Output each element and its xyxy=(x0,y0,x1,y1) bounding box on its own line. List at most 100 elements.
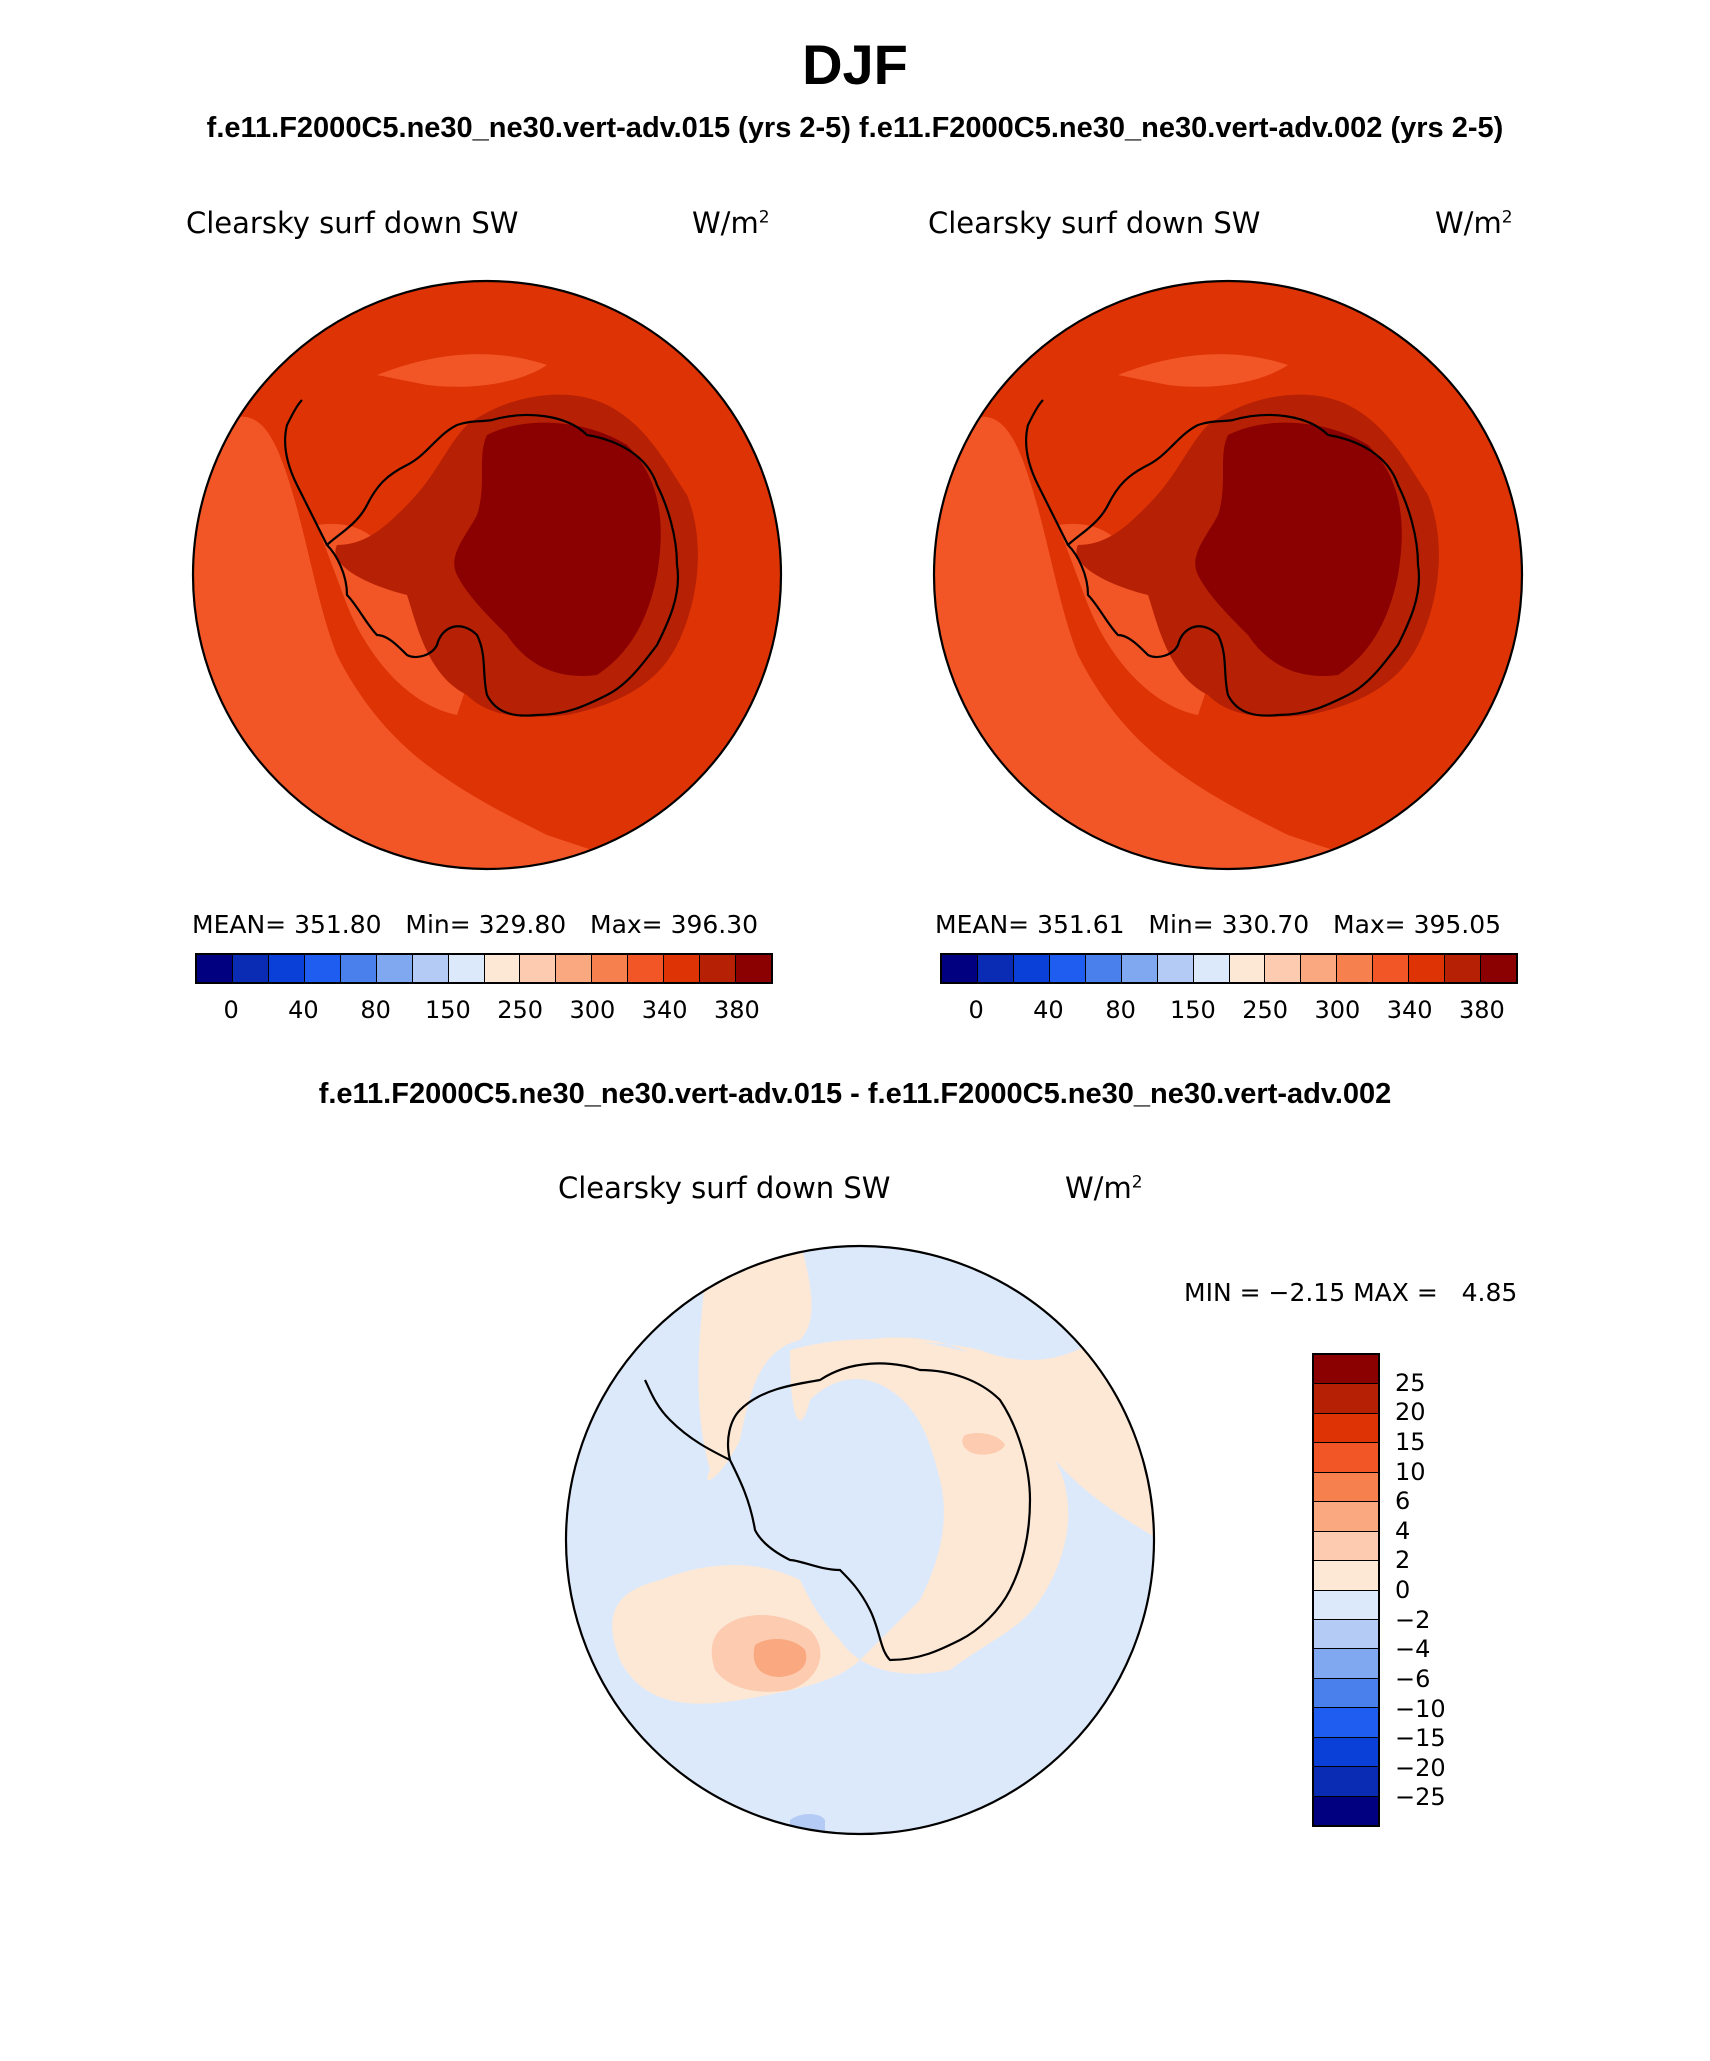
colorbar-tick-label: 250 xyxy=(497,996,544,1024)
antarctica-coastline xyxy=(325,413,680,717)
colorbar-swatch xyxy=(232,955,269,982)
colorbar-swatch xyxy=(1193,955,1230,982)
colorbar-swatch xyxy=(1314,1561,1378,1591)
colorbar-swatch xyxy=(1445,955,1482,982)
colorbar-swatch xyxy=(1337,955,1374,982)
colorbar-swatch xyxy=(1229,955,1266,982)
colorbar-swatch xyxy=(448,955,485,982)
colorbar-tick-label: 40 xyxy=(1033,996,1064,1024)
colorbar-tick-label: −10 xyxy=(1395,1694,1446,1723)
panel1-colorbar-labels: 0 40 80 150 250 300 340 380 xyxy=(195,996,773,1026)
panel1-units: W/m2 xyxy=(692,206,770,240)
colorbar-tick-label: 150 xyxy=(424,996,471,1024)
light-band-north xyxy=(1118,354,1288,387)
colorbar-swatch xyxy=(304,955,341,982)
peninsula-coastline xyxy=(1024,399,1069,546)
colorbar-tick-label: 0 xyxy=(968,996,984,1024)
panel1-variable: Clearsky surf down SW xyxy=(186,206,519,240)
diff-neg-fill xyxy=(566,1246,1154,1834)
map-boundary xyxy=(191,279,783,871)
colorbar-tick-label: 80 xyxy=(1105,996,1136,1024)
panel2-units: W/m2 xyxy=(1435,206,1513,240)
season-title: DJF xyxy=(802,33,908,96)
panel2-polar-map xyxy=(932,279,1524,871)
colorbar-tick-label: 380 xyxy=(1458,996,1505,1024)
colorbar-swatch xyxy=(1265,955,1302,982)
colorbar-swatch xyxy=(1314,1531,1378,1562)
diff-pos-north xyxy=(800,1300,1154,1540)
light-band-north xyxy=(377,354,547,387)
colorbar-tick-label: 10 xyxy=(1395,1457,1426,1486)
colorbar-tick-label: 80 xyxy=(360,996,391,1024)
colorbar-swatch xyxy=(1085,955,1122,982)
panel2-variable: Clearsky surf down SW xyxy=(928,206,1261,240)
difference-title: f.e11.F2000C5.ne30_ne30.vert-adv.015 - f… xyxy=(318,1078,1392,1110)
colorbar-tick-label: 300 xyxy=(569,996,616,1024)
light-band-south xyxy=(934,416,1522,869)
colorbar-tick-label: 300 xyxy=(1314,996,1361,1024)
colorbar-tick-label: −2 xyxy=(1395,1605,1431,1634)
panel2-stats: MEAN= 351.61 Min= 330.70 Max= 395.05 xyxy=(935,910,1502,939)
case-titles: f.e11.F2000C5.ne30_ne30.vert-adv.015 (yr… xyxy=(206,112,1504,144)
diff-colorbar-labels: 25 20 15 10 6 4 2 0 −2 −4 −6 −10 −15 −20 −25 xyxy=(1395,1353,1475,1827)
diff-units: W/m2 xyxy=(1065,1171,1143,1205)
difference-polar-map xyxy=(564,1244,1156,1836)
colorbar-tick-label: 20 xyxy=(1395,1398,1426,1427)
colorbar-swatch xyxy=(1314,1502,1378,1532)
colorbar-tick-label: 340 xyxy=(1386,996,1433,1024)
continent-380 xyxy=(1195,422,1402,676)
colorbar-swatch xyxy=(376,955,413,982)
colorbar-tick-label: 0 xyxy=(1395,1576,1411,1604)
diff-variable: Clearsky surf down SW xyxy=(558,1171,891,1205)
colorbar-swatch xyxy=(340,955,377,982)
colorbar-tick-label: −20 xyxy=(1395,1753,1446,1782)
map-boundary xyxy=(564,1244,1156,1836)
diff-pos-tongue xyxy=(698,1246,812,1480)
light-band-south xyxy=(193,416,781,869)
colorbar-swatch xyxy=(977,955,1014,982)
colorbar-swatch xyxy=(1481,955,1516,982)
peninsula-coastline xyxy=(283,399,328,546)
map-boundary xyxy=(932,279,1524,871)
antarctica-coastline xyxy=(1066,413,1421,717)
diff-pos-east-blob xyxy=(962,1433,1005,1455)
colorbar-swatch xyxy=(1049,955,1086,982)
panel1-polar-map xyxy=(191,279,783,871)
colorbar-tick-label: 0 xyxy=(223,996,239,1024)
colorbar-swatch xyxy=(1314,1767,1378,1797)
colorbar-swatch xyxy=(1314,1384,1378,1414)
colorbar-tick-label: −6 xyxy=(1395,1664,1431,1693)
colorbar-swatch xyxy=(1373,955,1410,982)
colorbar-swatch xyxy=(942,955,978,982)
colorbar-swatch xyxy=(1409,955,1446,982)
colorbar-swatch xyxy=(664,955,701,982)
diff-colorbar xyxy=(1312,1353,1380,1827)
colorbar-swatch xyxy=(268,955,305,982)
colorbar-swatch xyxy=(484,955,521,982)
colorbar-tick-label: 6 xyxy=(1395,1487,1411,1516)
colorbar-tick-label: 340 xyxy=(641,996,688,1024)
panel1-colorbar xyxy=(195,953,773,984)
colorbar-tick-label: 4 xyxy=(1395,1516,1411,1545)
colorbar-swatch xyxy=(592,955,629,982)
colorbar-swatch xyxy=(1121,955,1158,982)
colorbar-tick-label: 15 xyxy=(1395,1427,1426,1456)
colorbar-swatch xyxy=(1013,955,1050,982)
colorbar-swatch xyxy=(1301,955,1338,982)
colorbar-tick-label: 150 xyxy=(1169,996,1216,1024)
colorbar-swatch xyxy=(700,955,737,982)
diff-min-max: MIN = −2.15 MAX = 4.85 xyxy=(1184,1278,1518,1307)
panel2-colorbar-labels: 0 40 80 150 250 300 340 380 xyxy=(940,996,1518,1026)
diff-pos-4-6 xyxy=(753,1638,807,1677)
colorbar-swatch xyxy=(1314,1590,1378,1620)
colorbar-swatch xyxy=(1314,1737,1378,1768)
colorbar-tick-label: −15 xyxy=(1395,1724,1446,1753)
colorbar-tick-label: 250 xyxy=(1242,996,1289,1024)
diff-pos-main xyxy=(612,1339,1069,1704)
colorbar-swatch xyxy=(1314,1355,1378,1385)
colorbar-tick-label: 40 xyxy=(288,996,319,1024)
colorbar-swatch xyxy=(1314,1443,1378,1473)
peninsula-coastline xyxy=(644,1379,731,1461)
colorbar-swatch xyxy=(1314,1678,1378,1709)
colorbar-swatch xyxy=(1314,1796,1378,1825)
